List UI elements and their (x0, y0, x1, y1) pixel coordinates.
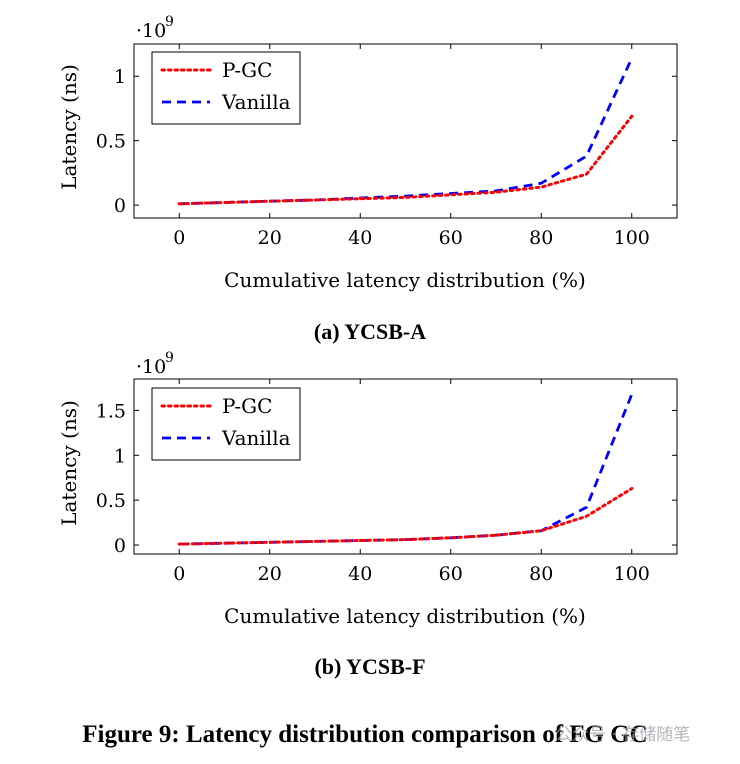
figure-caption: Figure 9: Latency distribution compariso… (82, 721, 648, 748)
subfigure-caption: (b) YCSB-F (314, 654, 425, 679)
y-tick-label: 1 (114, 66, 126, 88)
x-axis-label: Cumulative latency distribution (%) (224, 604, 586, 628)
y-tick-label: 0 (114, 535, 126, 557)
watermark: 公众号 · 存储随笔 (555, 725, 690, 745)
x-tick-label: 40 (348, 563, 372, 585)
y-scale-exponent: 9 (165, 350, 174, 366)
x-axis-label: Cumulative latency distribution (%) (224, 268, 586, 292)
plot-frame (133, 378, 678, 555)
y-tick-label: 0.5 (96, 131, 126, 153)
y-scale-label: ·10 (136, 20, 166, 42)
x-tick-label: 80 (529, 563, 553, 585)
chart-panel-ycsb-a: ·10 9 Latency (ns) Cumulative latency di… (57, 14, 678, 344)
legend-label-p-gc: P-GC (222, 58, 272, 82)
plot-frame (133, 43, 678, 219)
subfigure-caption: (a) YCSB-A (314, 319, 426, 344)
series-line-p-gc (177, 487, 634, 546)
y-tick-label: 1 (114, 445, 126, 467)
x-tick-label: 100 (614, 563, 650, 585)
x-tick-label: 20 (258, 563, 282, 585)
legend-box (151, 51, 301, 125)
x-tick-label: 80 (529, 227, 553, 249)
legend-label-vanilla: Vanilla (221, 90, 291, 114)
y-tick-label: 0 (114, 195, 126, 217)
y-scale-label: ·10 (136, 356, 166, 378)
legend-label-vanilla: Vanilla (221, 426, 291, 450)
x-tick-label: 0 (173, 563, 185, 585)
x-tick-label: 40 (348, 227, 372, 249)
legend: P-GC Vanilla (151, 387, 301, 461)
legend-box (151, 387, 301, 461)
x-tick-label: 0 (173, 227, 185, 249)
legend: P-GC Vanilla (151, 51, 301, 125)
y-axis-label: Latency (ns) (57, 64, 81, 190)
series-line-p-gc (177, 114, 634, 206)
x-tick-label: 100 (614, 227, 650, 249)
legend-label-p-gc: P-GC (222, 394, 272, 418)
y-tick-label: 0.5 (96, 490, 126, 512)
x-tick-label: 60 (439, 563, 463, 585)
chart-panel-ycsb-f: ·10 9 Latency (ns) Cumulative latency di… (57, 350, 678, 679)
y-scale-exponent: 9 (165, 14, 174, 30)
y-axis-label: Latency (ns) (57, 400, 81, 526)
x-tick-label: 20 (258, 227, 282, 249)
y-tick-label: 1.5 (96, 400, 126, 422)
x-tick-label: 60 (439, 227, 463, 249)
